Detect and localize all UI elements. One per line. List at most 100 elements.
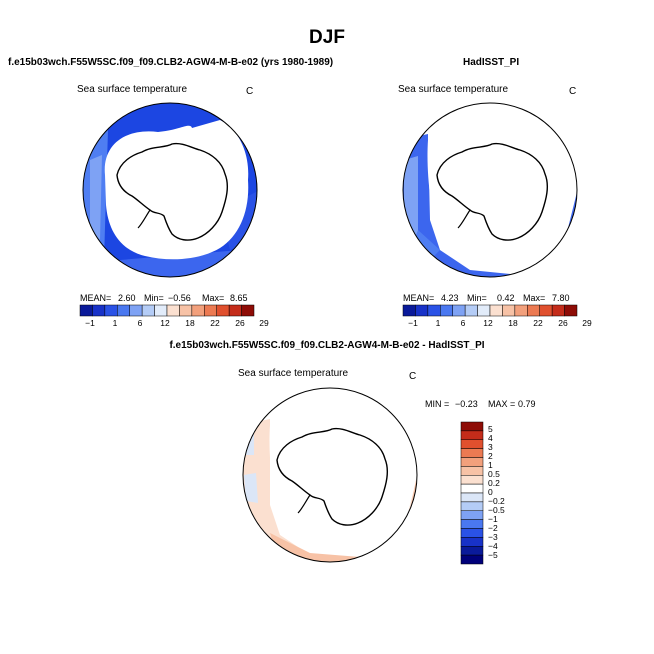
diff-label-5: 0.5 [488, 469, 500, 479]
diff-label-14: −5 [488, 550, 498, 560]
model-colorbar-ticks: −1 1 6 12 18 22 26 29 [80, 318, 269, 330]
diff-colorbar-swatch-5 [460, 466, 484, 476]
model-colorbar-swatch-11 [216, 304, 230, 317]
model-panel-title: f.e15b03wch.F55W5SC.f09_f09.CLB2-AGW4-M-… [8, 57, 334, 68]
model-colorbar-swatch-0 [79, 304, 93, 317]
model-max-value: 8.65 [230, 293, 248, 303]
diff-min-value: −0.23 [455, 399, 478, 409]
diff-label-13: −4 [488, 541, 498, 551]
diff-label-8: −0.2 [488, 496, 505, 506]
diff-colorbar-swatch-1 [460, 430, 484, 440]
obs-colorbar-swatch-7 [489, 304, 503, 317]
model-tick-6: 26 [235, 318, 245, 328]
obs-min-value: 0.42 [497, 293, 515, 303]
diff-colorbar-swatch-11 [460, 519, 484, 529]
obs-panel-title: HadISST_PI [463, 57, 520, 68]
page-title: DJF [309, 27, 345, 48]
diff-colorbar-swatch-15 [460, 554, 484, 565]
diff-colorbar-labels: 5 4 3 2 1 0.5 0.2 0 −0.2 −0.5 −1 −2 −3 −… [488, 424, 528, 564]
obs-colorbar-swatch-3 [440, 304, 453, 317]
obs-colorbar-swatch-0 [402, 304, 416, 317]
obs-tick-3: 12 [483, 318, 493, 328]
diff-colorbar-swatch-14 [460, 546, 484, 556]
model-sst-map [82, 102, 258, 278]
obs-colorbar-ticks: −1 1 6 12 18 22 26 29 [403, 318, 592, 330]
obs-colorbar-swatch-2 [427, 304, 441, 317]
model-min-value: −0.56 [168, 293, 191, 303]
diff-panel-title: f.e15b03wch.F55W5SC.f09_f09.CLB2-AGW4-M-… [169, 340, 485, 351]
model-colorbar-swatch-8 [179, 304, 193, 317]
diff-variable-label: Sea surface temperature [238, 368, 349, 379]
diff-units-label: C [409, 371, 417, 382]
obs-colorbar-swatch-1 [415, 304, 429, 317]
obs-max-value: 7.80 [552, 293, 570, 303]
model-colorbar-swatch-10 [204, 304, 217, 317]
obs-colorbar-swatch-13 [564, 304, 578, 317]
model-colorbar-swatch-2 [104, 304, 118, 317]
diff-colorbar-swatch-2 [460, 439, 484, 449]
diff-colorbar-swatch-8 [460, 492, 484, 503]
diff-label-7: 0 [488, 487, 493, 497]
obs-colorbar-swatch-5 [464, 304, 478, 317]
obs-tick-7: 29 [582, 318, 592, 328]
model-colorbar [79, 304, 255, 317]
obs-mean-label: MEAN= [403, 293, 435, 303]
model-colorbar-swatch-5 [141, 304, 155, 317]
obs-colorbar-swatch-11 [539, 304, 553, 317]
diff-label-9: −0.5 [488, 505, 505, 515]
model-colorbar-swatch-4 [129, 304, 143, 317]
obs-min-label: Min= [467, 293, 487, 303]
model-tick-4: 18 [185, 318, 195, 328]
obs-tick-5: 22 [533, 318, 543, 328]
diff-sst-map [242, 387, 418, 563]
diff-colorbar [460, 421, 484, 565]
diff-label-0: 5 [488, 424, 493, 434]
obs-sst-map [402, 102, 578, 278]
diff-label-12: −3 [488, 532, 498, 542]
diff-max-label: MAX = [488, 399, 516, 409]
model-colorbar-swatch-6 [154, 304, 168, 317]
diff-label-4: 1 [488, 460, 493, 470]
model-colorbar-swatch-7 [166, 304, 180, 317]
diff-label-2: 3 [488, 442, 493, 452]
obs-colorbar-swatch-9 [514, 304, 528, 317]
model-tick-3: 12 [160, 318, 170, 328]
obs-tick-1: 1 [435, 318, 441, 328]
obs-colorbar-swatch-6 [477, 304, 491, 317]
model-colorbar-swatch-1 [92, 304, 106, 317]
obs-colorbar-swatch-10 [527, 304, 540, 317]
obs-colorbar-swatch-12 [551, 304, 565, 317]
model-tick-7: 29 [259, 318, 269, 328]
model-colorbar-swatch-12 [228, 304, 242, 317]
obs-max-label: Max= [523, 293, 546, 303]
diff-label-3: 2 [488, 451, 493, 461]
model-min-label: Min= [144, 293, 164, 303]
model-colorbar-swatch-13 [241, 304, 255, 317]
model-colorbar-swatch-3 [117, 304, 130, 317]
model-variable-label: Sea surface temperature [77, 84, 188, 95]
diff-label-6: 0.2 [488, 478, 500, 488]
model-tick-5: 22 [210, 318, 220, 328]
obs-colorbar [402, 304, 578, 317]
model-mean-label: MEAN= [80, 293, 112, 303]
model-units-label: C [246, 86, 254, 97]
model-tick-0: −1 [85, 318, 95, 328]
obs-colorbar-swatch-4 [452, 304, 466, 317]
diff-max-value: 0.79 [518, 399, 536, 409]
diff-colorbar-swatch-12 [460, 528, 484, 538]
obs-tick-6: 26 [558, 318, 568, 328]
diff-colorbar-swatch-13 [460, 537, 484, 547]
model-max-label: Max= [202, 293, 225, 303]
model-mean-value: 2.60 [118, 293, 136, 303]
diff-colorbar-swatch-10 [460, 510, 484, 520]
obs-variable-label: Sea surface temperature [398, 84, 509, 95]
diff-colorbar-swatch-6 [460, 475, 484, 485]
diff-colorbar-swatch-3 [460, 448, 484, 458]
diff-label-1: 4 [488, 433, 493, 443]
obs-units-label: C [569, 86, 577, 97]
model-colorbar-swatch-9 [191, 304, 205, 317]
model-tick-1: 1 [112, 318, 118, 328]
obs-colorbar-swatch-8 [502, 304, 516, 317]
diff-colorbar-swatch-0 [460, 421, 484, 432]
diff-label-10: −1 [488, 514, 498, 524]
